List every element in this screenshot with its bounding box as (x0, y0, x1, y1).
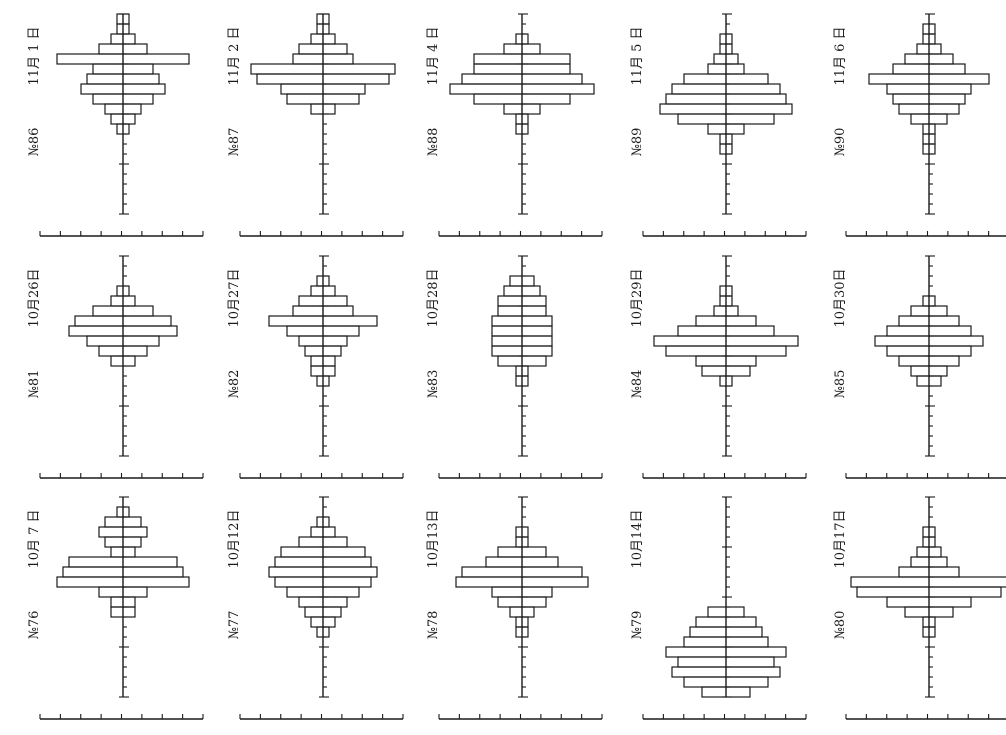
panel-3-date-label: 11月 5 日 (630, 26, 645, 85)
panel-6-date-label: 10月27日 (227, 268, 242, 327)
panel-1-number-label: №87 (227, 128, 242, 157)
panel-13-date-label: 10月14日 (630, 509, 645, 568)
panel-14-number-label: №80 (833, 611, 848, 640)
panel-14-date-label: 10月17日 (833, 509, 848, 568)
panel-8-date-label: 10月29日 (630, 268, 645, 327)
panel-9-date-label: 10月30日 (833, 268, 848, 327)
panel-12-number-label: №78 (426, 611, 441, 640)
panel-9-number-label: №85 (833, 370, 848, 399)
panel-12-date-label: 10月13日 (426, 509, 441, 568)
panel-1-date-label: 11月 2 日 (227, 26, 242, 85)
panel-5-number-label: №81 (27, 370, 42, 399)
panel-10-date-label: 10月 7 日 (27, 509, 42, 568)
panel-10-number-label: №76 (27, 611, 42, 640)
panel-6-number-label: №82 (227, 370, 242, 399)
panel-2-number-label: №88 (426, 128, 441, 157)
panel-3-number-label: №89 (630, 128, 645, 157)
panel-0-number-label: №86 (27, 128, 42, 157)
panel-5-date-label: 10月26日 (27, 268, 42, 327)
panel-0-date-label: 11月 1 日 (27, 26, 42, 85)
panel-7-number-label: №83 (426, 370, 441, 399)
panel-11-number-label: №77 (227, 611, 242, 640)
panel-2-date-label: 11月 4 日 (426, 26, 441, 85)
panel-11-date-label: 10月12日 (227, 509, 242, 568)
panel-7-date-label: 10月28日 (426, 268, 441, 327)
panel-4-number-label: №90 (833, 128, 848, 157)
panel-4-date-label: 11月 6 日 (833, 26, 848, 85)
panel-13-number-label: №79 (630, 611, 645, 640)
panel-8-number-label: №84 (630, 370, 645, 399)
